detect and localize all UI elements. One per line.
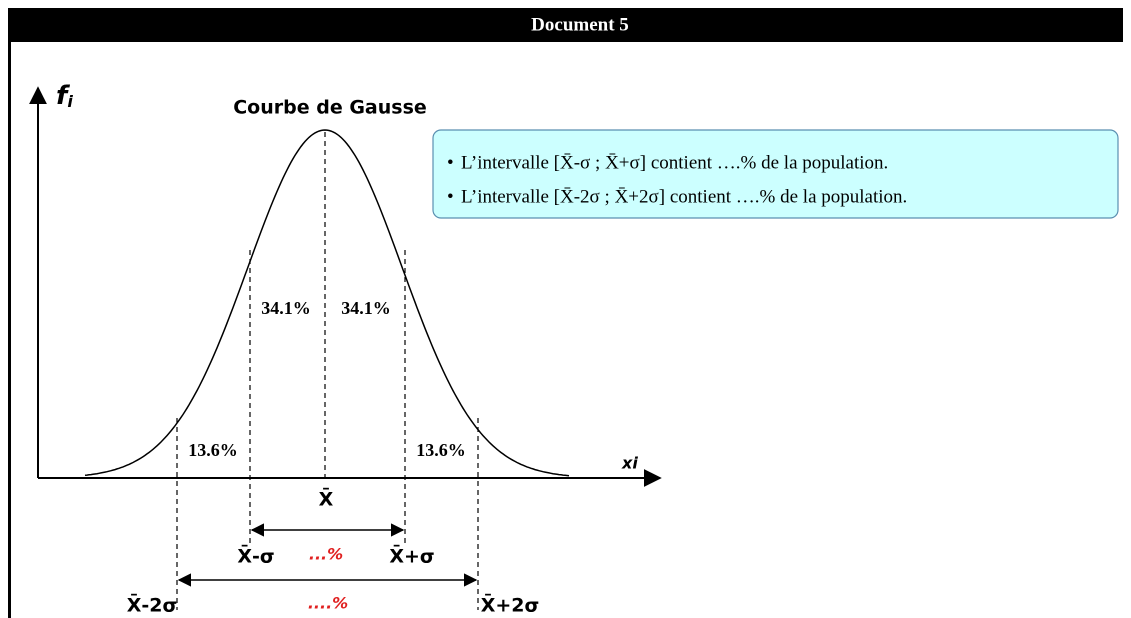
header-title: Document 5 [531,14,629,35]
info-line: L’intervalle [X̄-σ ; X̄+σ] contient ….% … [461,152,888,173]
bullet: • [447,186,454,207]
header-bar [8,8,1123,42]
marker-label: X̄+2σ [481,593,540,616]
x-axis-label: xi [621,454,638,473]
region-label: 34.1% [261,298,311,318]
bullet: • [447,152,454,173]
marker-label: X̄ [319,487,334,510]
region-label: 13.6% [188,440,238,460]
region-label: 34.1% [341,298,391,318]
y-label-sub: i [67,92,73,111]
blank-label: ...% [309,545,343,564]
info-line: L’intervalle [X̄-2σ ; X̄+2σ] contient ….… [461,186,907,207]
gauss-curve [84,129,570,477]
marker-label: X̄-2σ [127,593,178,616]
region-label: 13.6% [416,440,466,460]
dashed-lines [176,132,479,610]
blank-label: ....% [308,594,348,613]
curve-title: Courbe de Gausse [233,97,427,119]
y-label-base: f [56,81,71,111]
y-axis-label: fi [56,81,73,111]
marker-label: X̄-σ [237,544,274,567]
info-box [432,129,1119,219]
marker-label: X̄+σ [389,544,434,567]
